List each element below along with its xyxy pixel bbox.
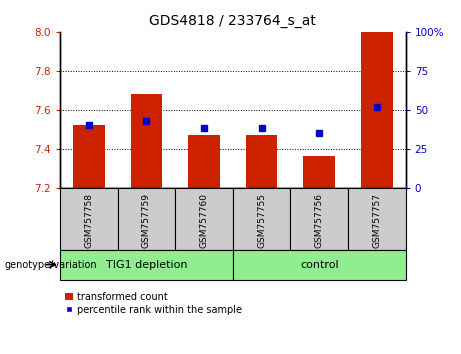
FancyBboxPatch shape xyxy=(118,188,175,250)
Bar xyxy=(188,135,220,188)
Text: GSM757760: GSM757760 xyxy=(200,193,208,247)
Bar xyxy=(303,156,335,188)
Text: control: control xyxy=(300,259,338,270)
Legend: transformed count, percentile rank within the sample: transformed count, percentile rank withi… xyxy=(65,292,242,314)
Text: TIG1 depletion: TIG1 depletion xyxy=(106,259,187,270)
Bar xyxy=(130,94,162,188)
FancyBboxPatch shape xyxy=(175,188,233,250)
Bar xyxy=(73,125,105,188)
FancyBboxPatch shape xyxy=(60,250,233,280)
FancyBboxPatch shape xyxy=(348,188,406,250)
Text: GSM757756: GSM757756 xyxy=(315,193,324,247)
Bar xyxy=(246,135,278,188)
FancyBboxPatch shape xyxy=(290,188,348,250)
Title: GDS4818 / 233764_s_at: GDS4818 / 233764_s_at xyxy=(149,14,316,28)
FancyBboxPatch shape xyxy=(233,250,406,280)
Text: GSM757759: GSM757759 xyxy=(142,193,151,247)
Text: GSM757755: GSM757755 xyxy=(257,193,266,247)
Text: GSM757758: GSM757758 xyxy=(84,193,93,247)
Text: GSM757757: GSM757757 xyxy=(372,193,381,247)
Text: genotype/variation: genotype/variation xyxy=(5,259,97,270)
FancyBboxPatch shape xyxy=(233,188,290,250)
Bar xyxy=(361,32,393,188)
FancyBboxPatch shape xyxy=(60,188,118,250)
